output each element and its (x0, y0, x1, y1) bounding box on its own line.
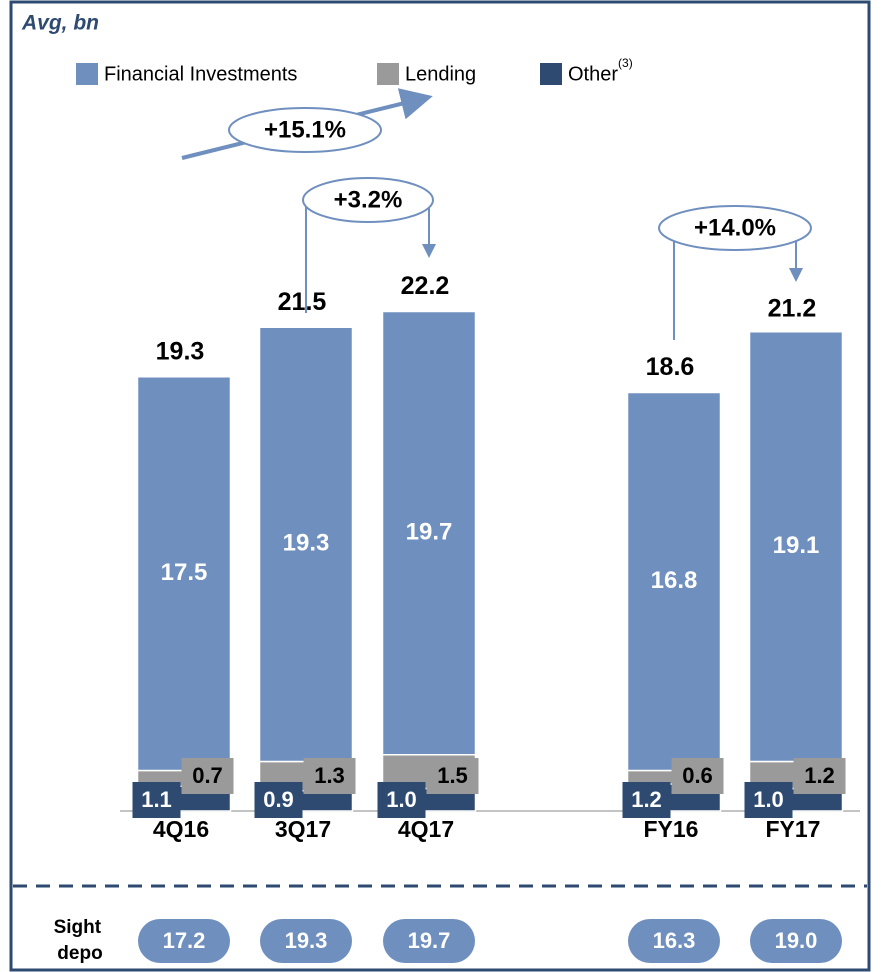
legend-label: Financial Investments (104, 63, 297, 85)
lending-label: 0.7 (192, 763, 223, 788)
bar-segment (258, 326, 354, 763)
legend-label: Other (568, 63, 618, 85)
growth-label: +14.0% (694, 214, 776, 241)
other-label-box (744, 782, 793, 818)
chart-title: Avg, bn (21, 12, 99, 35)
total-label: 22.2 (401, 272, 450, 300)
legend-swatch (76, 63, 98, 85)
bar-segment (748, 331, 844, 763)
bar-segment (136, 376, 232, 772)
bar-segment (626, 391, 722, 772)
lending-label-box (671, 758, 724, 794)
legend-footnote: (3) (618, 56, 633, 70)
x-tick-label: 3Q17 (275, 816, 331, 842)
lending-label: 0.6 (682, 763, 713, 788)
sight-depo-pill (138, 919, 230, 963)
bar-segment (381, 310, 477, 756)
fi-label: 16.8 (651, 567, 698, 594)
other-label: 1.0 (386, 787, 417, 812)
lending-label: 1.5 (437, 763, 468, 788)
x-tick-label: FY17 (766, 816, 821, 842)
other-label: 0.9 (263, 787, 294, 812)
other-label: 1.0 (753, 787, 784, 812)
frame (9, 0, 871, 972)
x-tick-label: FY16 (644, 816, 699, 842)
sight-depo-label-line: depo (57, 943, 102, 964)
legend-swatch (540, 63, 562, 85)
sight-depo-pill (750, 919, 842, 963)
lending-label-box (426, 758, 479, 794)
sight-depo-label: Sight depo (54, 917, 107, 964)
legend-swatch (377, 63, 399, 85)
sight-depo-label-line: Sight (54, 917, 102, 938)
other-label: 1.2 (631, 787, 662, 812)
growth-bracket-head (422, 244, 436, 258)
growth-ellipse (302, 177, 434, 223)
sight-depo-value: 19.7 (408, 928, 451, 953)
growth-label: +15.1% (264, 116, 346, 143)
lending-label-box (303, 758, 356, 794)
sight-depo-pill (383, 919, 475, 963)
total-label: 21.5 (278, 288, 327, 316)
sight-depo-pill (628, 919, 720, 963)
other-label-box (377, 782, 426, 818)
other-label-box (132, 782, 181, 818)
sight-depo-value: 17.2 (163, 928, 206, 953)
lending-label: 1.2 (804, 763, 835, 788)
other-label: 1.1 (141, 787, 172, 812)
fi-label: 19.3 (283, 530, 330, 557)
other-label-box (254, 782, 303, 818)
growth-label: +3.2% (334, 186, 403, 213)
growth-ellipse (228, 107, 382, 153)
growth-bracket-head (789, 268, 803, 282)
legend-label: Lending (405, 63, 476, 85)
total-label: 18.6 (646, 353, 695, 381)
lending-label-box (793, 758, 846, 794)
fi-label: 19.1 (773, 532, 820, 559)
lending-label: 1.3 (314, 763, 345, 788)
fi-label: 19.7 (406, 518, 453, 545)
total-label: 19.3 (156, 337, 205, 365)
growth-ellipse (658, 205, 812, 251)
x-tick-label: 4Q17 (398, 816, 454, 842)
x-tick-label: 4Q16 (153, 816, 209, 842)
other-label-box (622, 782, 671, 818)
sight-depo-value: 19.3 (285, 928, 328, 953)
lending-label-box (181, 758, 234, 794)
sight-depo-value: 19.0 (775, 928, 818, 953)
sight-depo-value: 16.3 (653, 928, 696, 953)
fi-label: 17.5 (161, 559, 208, 586)
total-label: 21.2 (768, 295, 817, 323)
sight-depo-pill (260, 919, 352, 963)
